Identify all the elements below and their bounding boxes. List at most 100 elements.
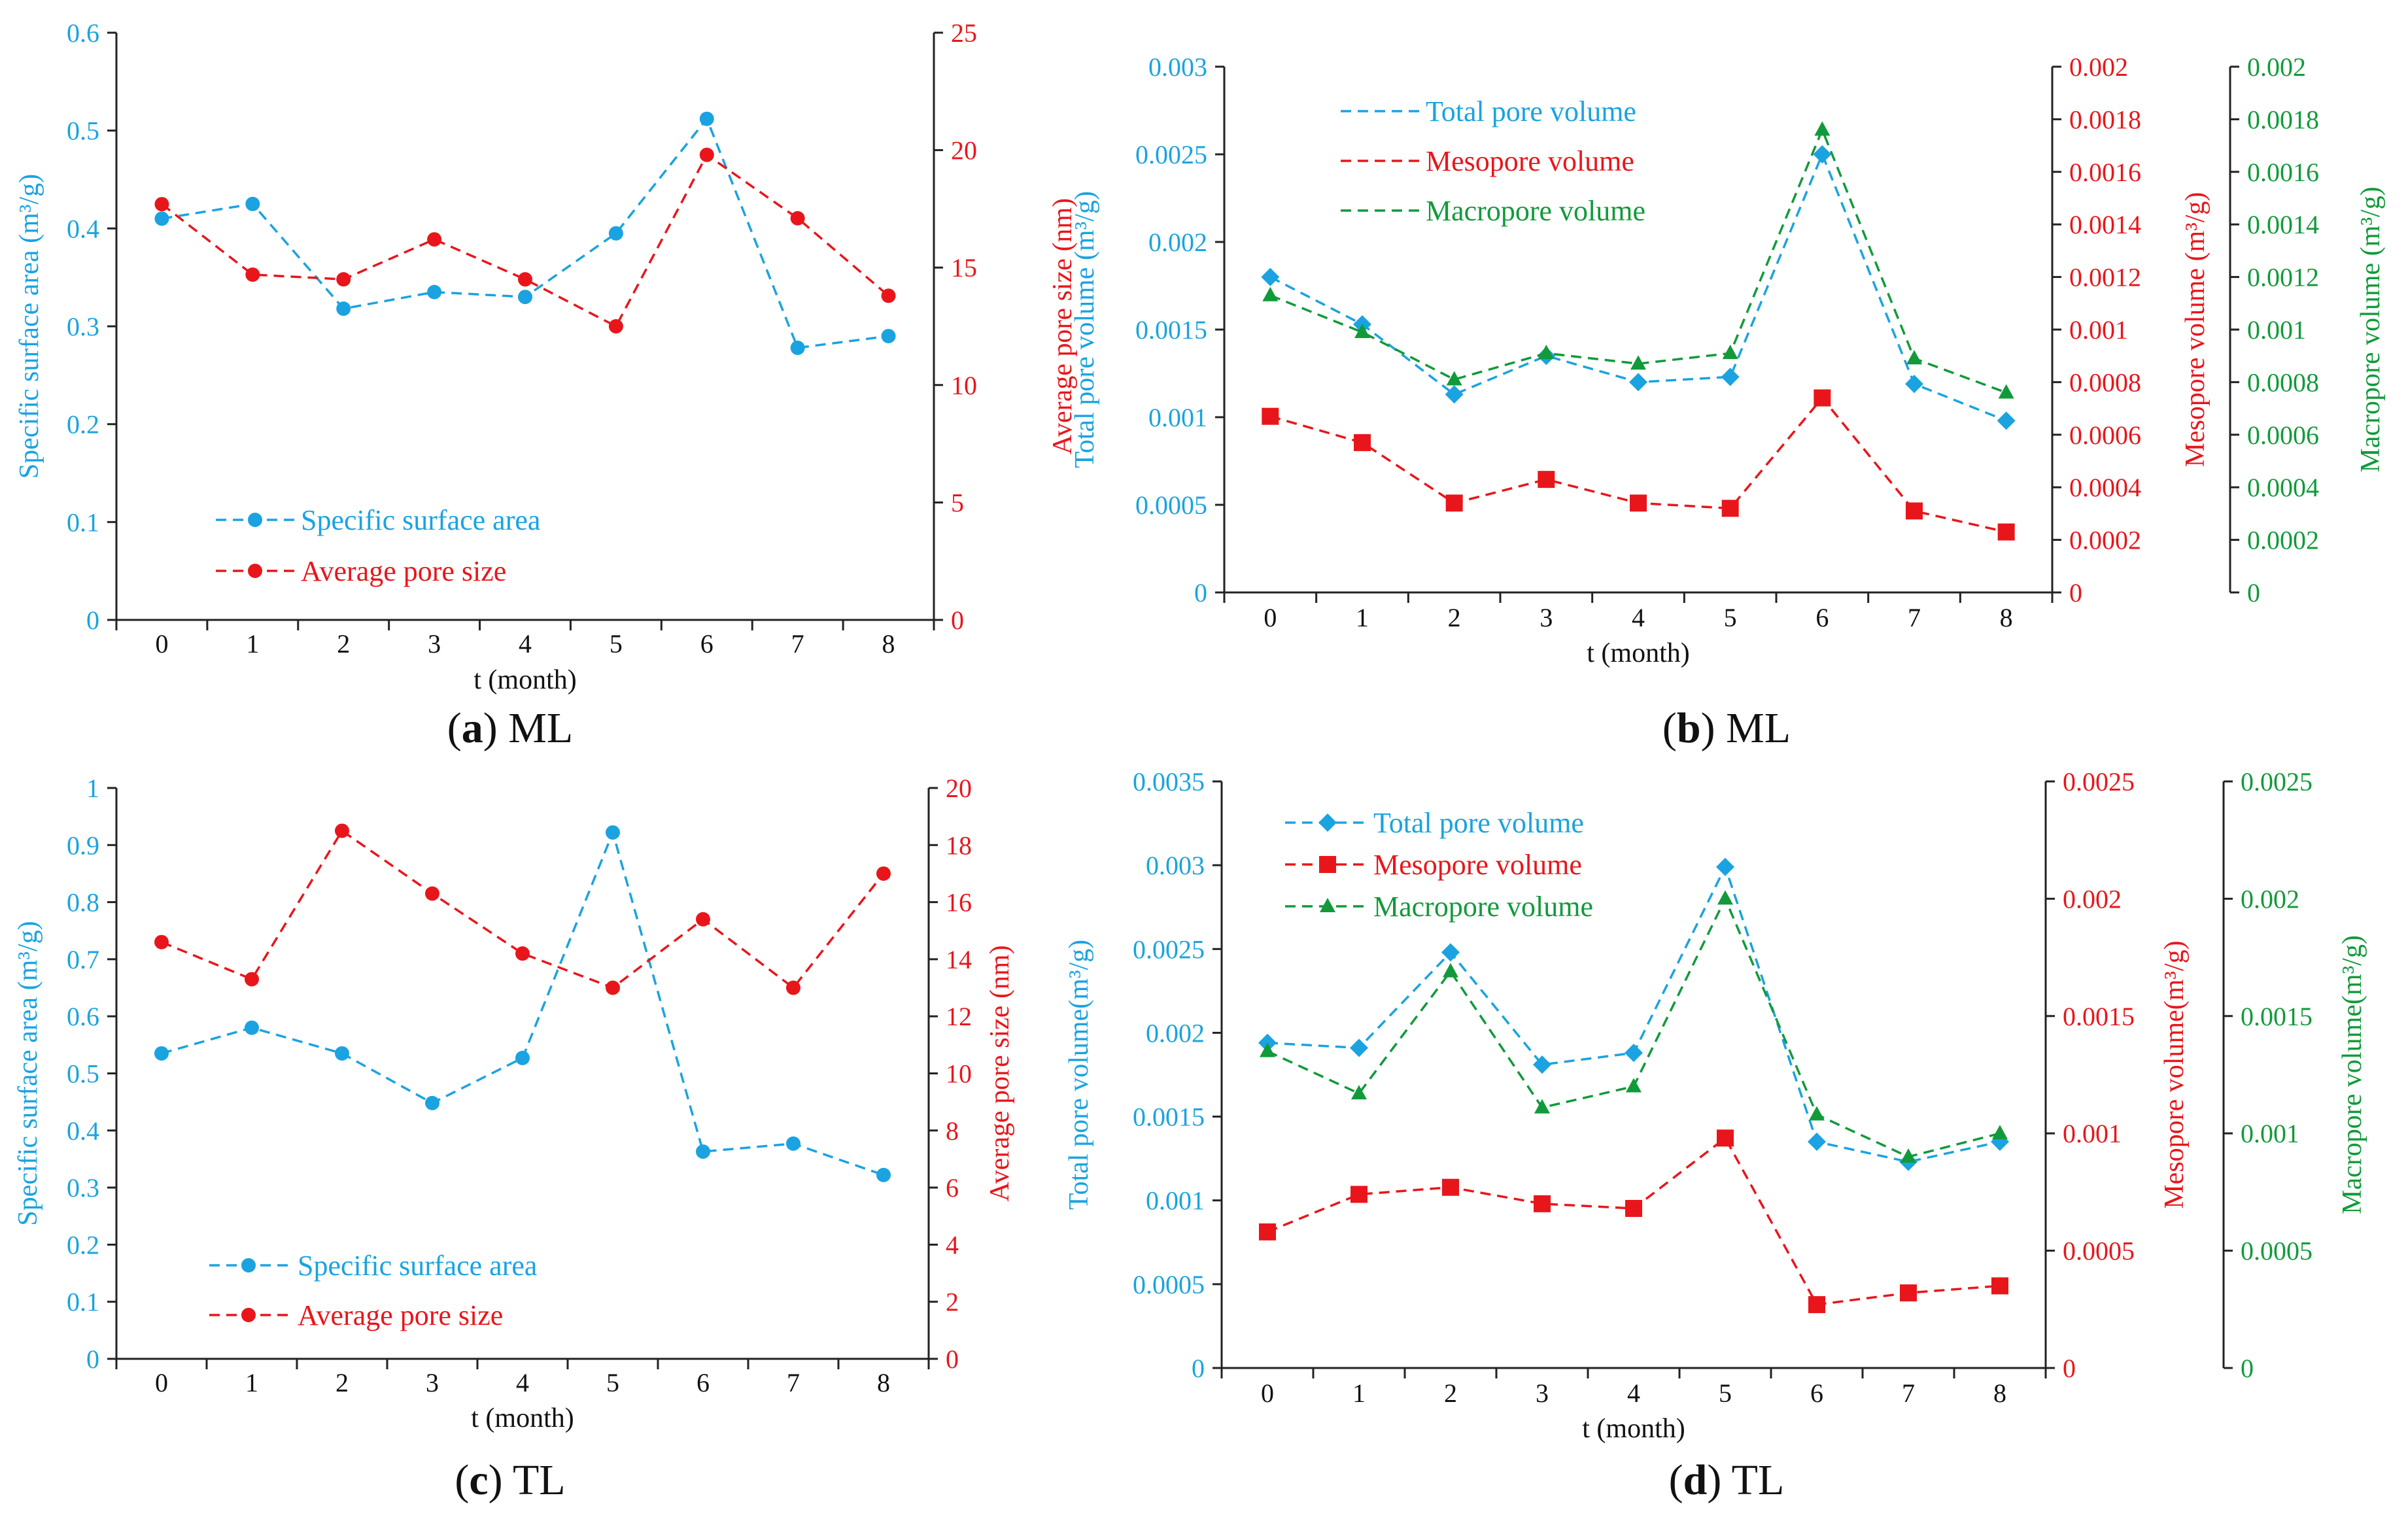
data-point-red (518, 272, 532, 287)
legend-marker-blue (241, 1258, 256, 1273)
y-tick-label-red: 0.002 (2063, 884, 2122, 914)
data-point-red (425, 886, 439, 901)
data-point-blue (1441, 943, 1460, 962)
y-tick-label-blue: 0.7 (67, 945, 99, 974)
x-tick-label: 6 (1810, 1378, 1823, 1408)
data-point-red (876, 866, 891, 881)
y-axis-title-red: Average pore size (nm) (985, 945, 1015, 1201)
y-tick-label-red: 4 (946, 1230, 959, 1259)
series-line-green (1269, 126, 2007, 394)
x-tick-label: 4 (1632, 603, 1645, 632)
y-tick-label-green: 0.0006 (2247, 420, 2319, 450)
data-point-green (1534, 1099, 1550, 1114)
legend-marker-green (1320, 898, 1335, 912)
x-tick-label: 6 (700, 629, 714, 658)
y-axis-title-blue: Total pore volume (m³/g) (1070, 191, 1100, 468)
y-tick-label-red: 0.0005 (2063, 1237, 2135, 1266)
x-tick-label: 5 (610, 629, 623, 658)
x-tick-label: 7 (1902, 1378, 1915, 1408)
y-tick-label-blue: 0.0005 (1135, 490, 1207, 520)
y-axis-title-blue: Specific surface area (m³/g) (13, 921, 43, 1225)
data-point-green (1722, 345, 1738, 360)
y-tick-label-red: 20 (946, 774, 972, 803)
y-tick-label-red: 16 (946, 888, 972, 917)
legend-label-red: Average pore size (301, 555, 506, 587)
x-tick-label: 2 (1444, 1378, 1457, 1408)
x-tick-label: 6 (697, 1368, 710, 1397)
data-point-blue (245, 196, 260, 211)
y-tick-label-blue: 0.6 (67, 1002, 99, 1031)
y-tick-label-red: 5 (951, 488, 964, 517)
legend-label-blue: Total pore volume (1373, 807, 1584, 839)
y-tick-label-red: 6 (946, 1173, 959, 1203)
x-tick-label: 3 (428, 629, 441, 658)
x-axis-title: t (month) (471, 1403, 574, 1433)
y-tick-label-red: 0.0006 (2069, 420, 2141, 450)
y-tick-label-blue: 0.001 (1146, 1186, 1205, 1216)
y-tick-label-green: 0.0008 (2247, 367, 2319, 397)
data-point-blue (154, 211, 169, 226)
x-tick-label: 8 (2000, 603, 2013, 632)
data-point-blue (425, 1095, 439, 1110)
y-axis-title-red: Mesopore volume(m³/g) (2159, 940, 2190, 1208)
data-point-red (1721, 500, 1739, 517)
y-tick-label-green: 0.0015 (2241, 1002, 2313, 1031)
y-tick-label-red: 0 (946, 1344, 959, 1374)
data-point-blue (1905, 375, 1923, 394)
data-point-green (1538, 345, 1555, 360)
y-tick-label-green: 0.0004 (2247, 473, 2319, 502)
legend-label-blue: Specific surface area (298, 1250, 537, 1282)
y-tick-label-blue: 0.001 (1148, 403, 1207, 432)
y-tick-label-blue: 0.0005 (1133, 1270, 1205, 1299)
data-point-blue (1716, 857, 1734, 876)
x-tick-label: 0 (1261, 1378, 1274, 1408)
data-point-blue (790, 340, 805, 355)
data-point-green (1260, 1042, 1275, 1057)
data-point-blue (1808, 1133, 1826, 1152)
data-point-blue (786, 1136, 800, 1151)
y-tick-label-red: 0.0015 (2063, 1002, 2135, 1031)
y-tick-label-red: 0 (2063, 1354, 2076, 1383)
legend-marker-blue (248, 513, 262, 527)
x-tick-label: 1 (1352, 1378, 1366, 1408)
y-tick-label-red: 12 (946, 1002, 972, 1031)
data-point-green (1351, 1085, 1367, 1100)
y-axis-title-red: Mesopore volume (m³/g) (2180, 192, 2210, 468)
data-point-green (1626, 1078, 1642, 1093)
data-point-red (881, 288, 896, 303)
y-tick-label-blue: 0.5 (67, 116, 99, 146)
y-tick-label-blue: 0.8 (67, 888, 99, 917)
data-point-red (1262, 407, 1279, 425)
y-tick-label-red: 0.001 (2063, 1119, 2122, 1148)
data-point-red (335, 823, 349, 838)
series-line-green (1267, 896, 2001, 1158)
legend-label-blue: Specific surface area (301, 504, 540, 536)
y-tick-label-blue: 0.0025 (1135, 140, 1207, 169)
x-tick-label: 8 (882, 629, 895, 658)
data-point-red (336, 272, 351, 287)
data-point-red (1350, 1186, 1367, 1203)
y-tick-label-blue: 0.0015 (1133, 1102, 1205, 1132)
panel-c-chart: 0 1 2 3 4 5 6 7 8t (month)00.10.20.30.40.50.60.7… (13, 774, 1015, 1433)
data-point-red (1717, 1129, 1734, 1147)
x-axis-title: t (month) (473, 665, 576, 695)
x-tick-label: 2 (335, 1368, 349, 1397)
y-tick-label-blue: 0 (1194, 578, 1207, 607)
data-point-green (1717, 890, 1733, 905)
y-tick-label-blue: 0.5 (67, 1059, 99, 1089)
series-line-blue (161, 829, 884, 1176)
data-point-red (1442, 1178, 1459, 1196)
x-tick-label: 1 (245, 1368, 258, 1397)
y-axis-title-blue: Total pore volume(m³/g) (1064, 940, 1094, 1210)
y-tick-label-red: 14 (946, 945, 972, 974)
y-tick-label-red: 20 (951, 136, 977, 165)
y-tick-label-red: 0.0025 (2063, 767, 2135, 796)
y-tick-label-red: 8 (946, 1116, 959, 1146)
y-axis-title-green: Macropore volume (m³/g) (2356, 186, 2386, 472)
y-tick-label-red: 0.0008 (2069, 367, 2141, 397)
data-point-blue (1350, 1038, 1368, 1057)
y-tick-label-blue: 0.0035 (1133, 767, 1205, 796)
data-point-blue (696, 1144, 710, 1159)
data-point-green (1446, 371, 1462, 386)
x-tick-label: 0 (155, 1368, 168, 1397)
